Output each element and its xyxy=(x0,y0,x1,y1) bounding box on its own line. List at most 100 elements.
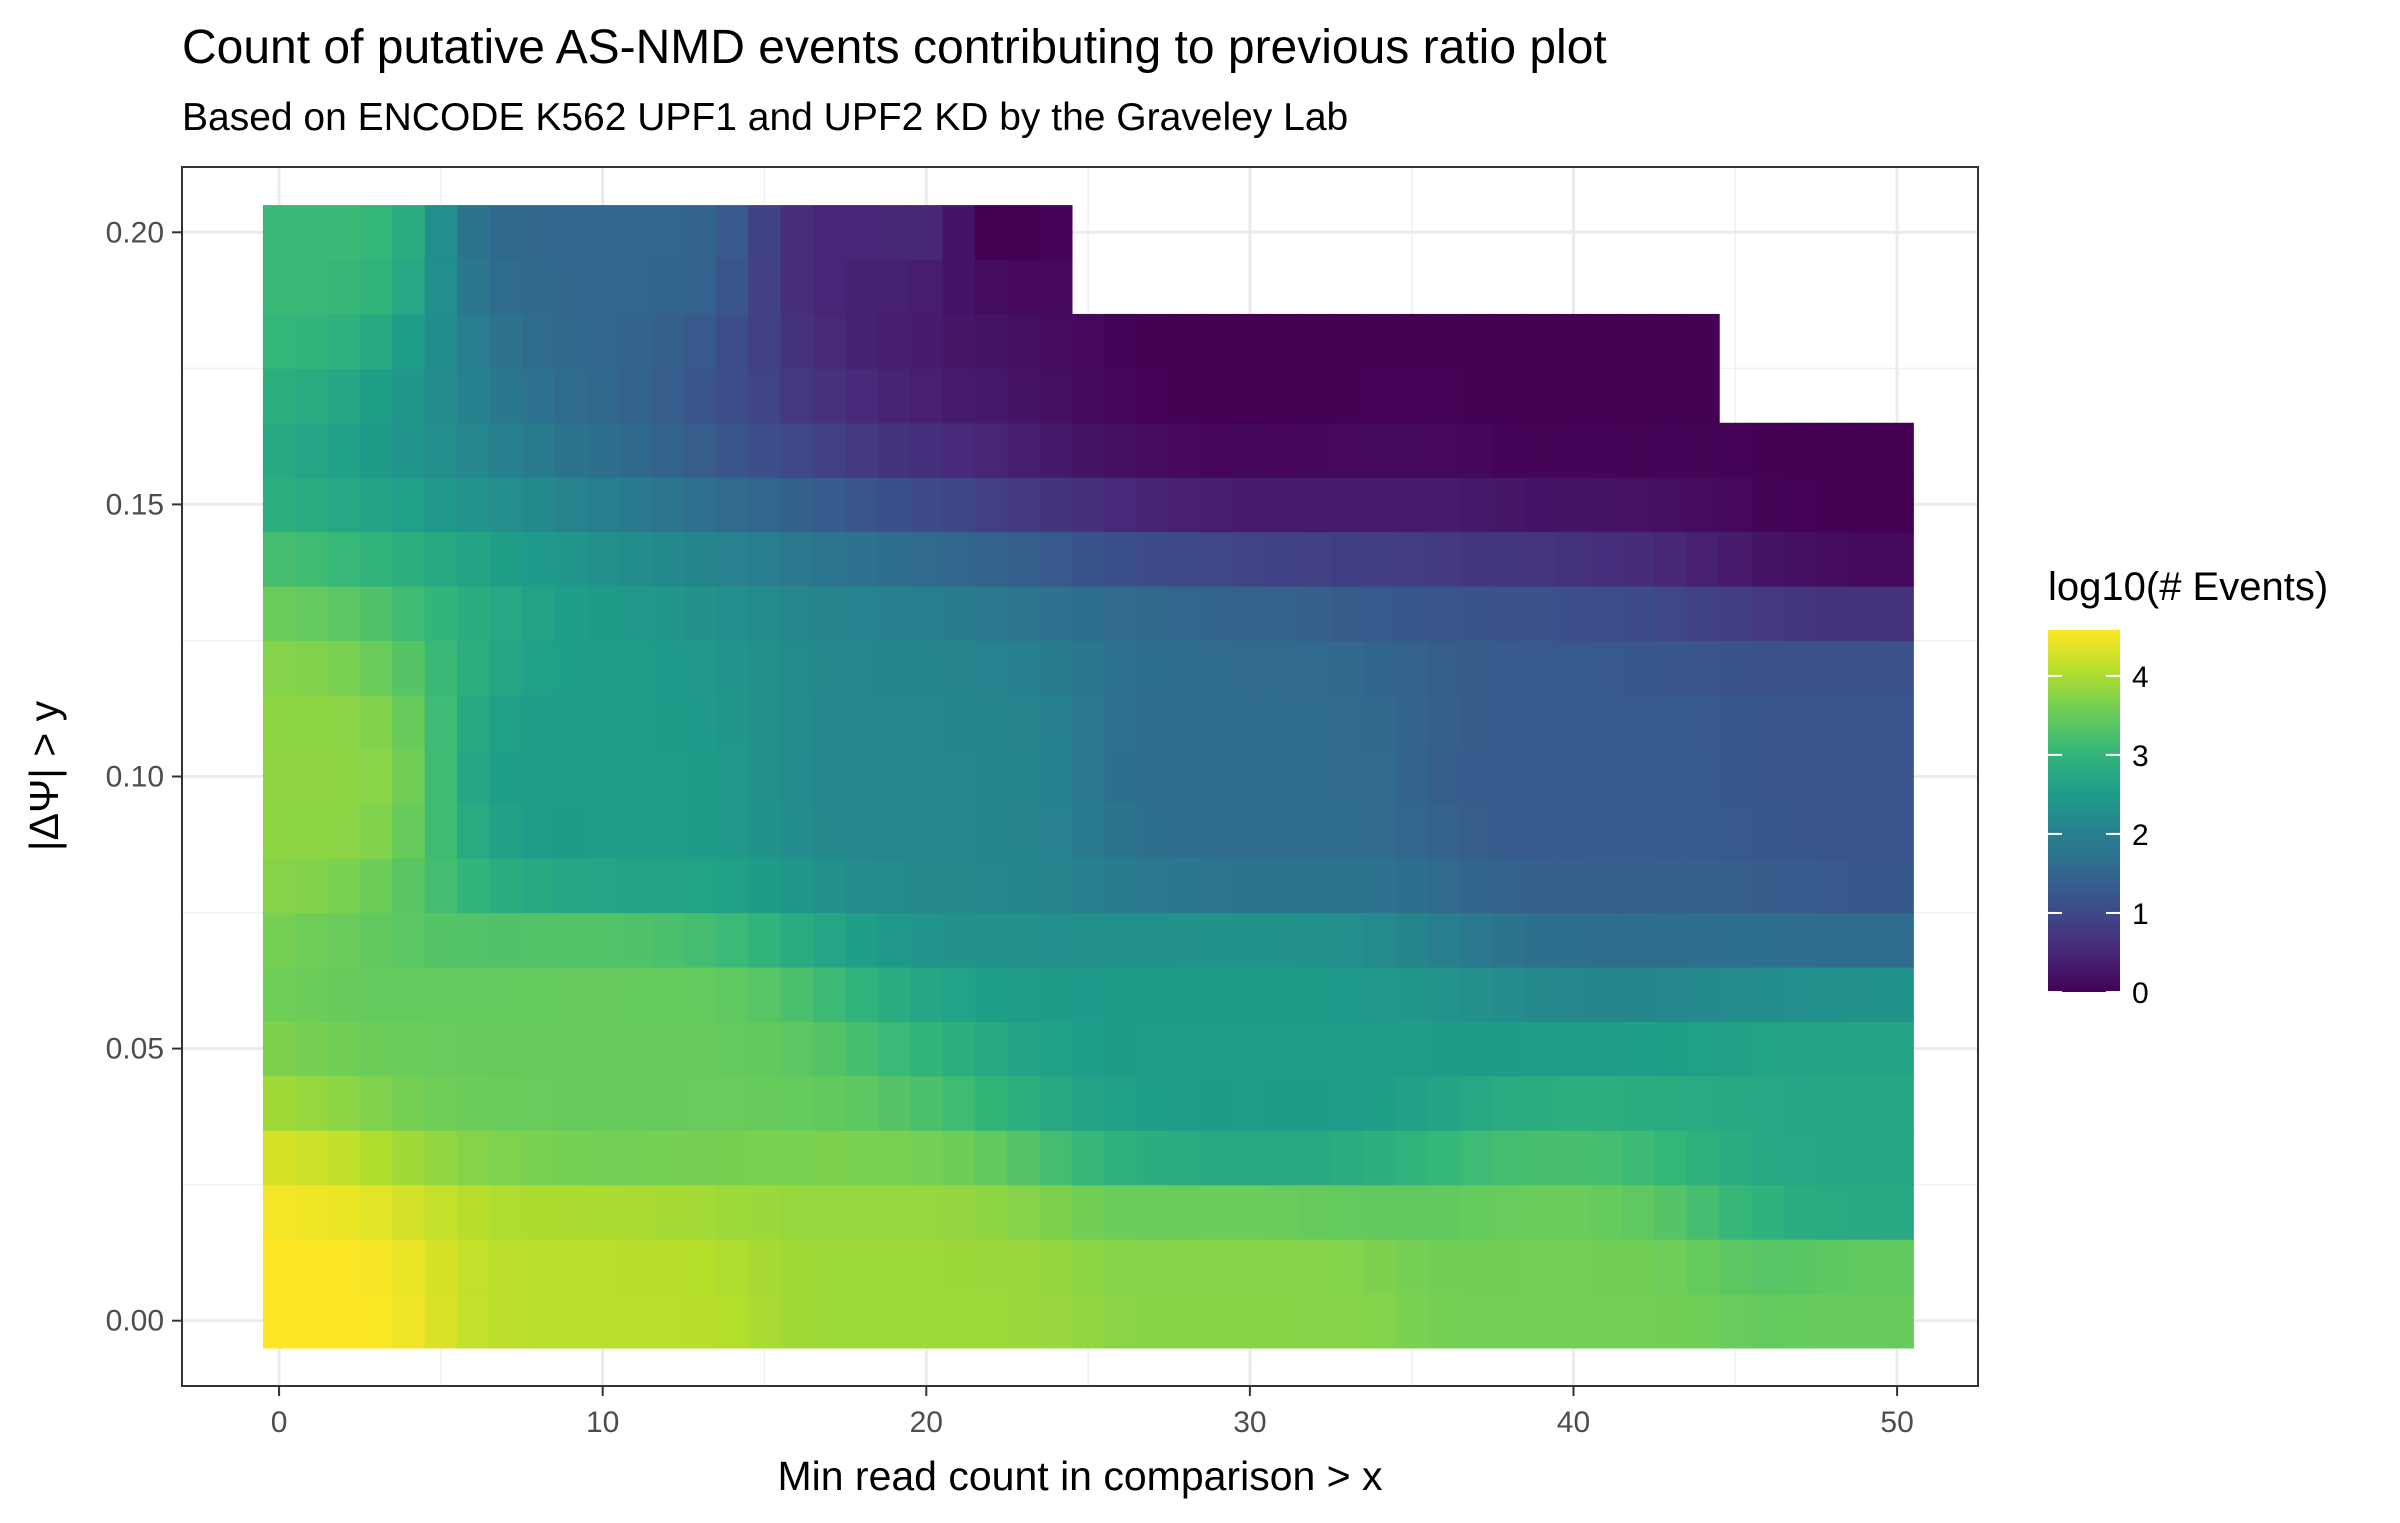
heat-cell xyxy=(1136,803,1170,859)
heat-cell xyxy=(359,259,393,315)
heat-cell xyxy=(1136,858,1170,914)
heat-cell xyxy=(521,749,555,805)
heat-cell xyxy=(1783,640,1817,696)
heat-cell xyxy=(586,422,620,478)
heat-cell xyxy=(877,1184,911,1240)
heat-cell xyxy=(1201,1021,1235,1077)
heat-cell xyxy=(780,1021,814,1077)
heat-cell xyxy=(942,313,976,369)
heat-cell xyxy=(748,1075,782,1131)
heat-cell xyxy=(748,313,782,369)
heat-cell xyxy=(424,640,458,696)
legend-colorbar xyxy=(2048,630,2120,992)
heat-cell xyxy=(1201,586,1235,642)
heat-cell xyxy=(327,1293,361,1349)
heat-cell xyxy=(1654,640,1688,696)
heat-cell xyxy=(877,531,911,587)
heat-cell xyxy=(1589,1021,1623,1077)
heat-cell xyxy=(327,586,361,642)
heat-cell xyxy=(1039,1130,1073,1186)
heat-cell xyxy=(1395,313,1429,369)
heat-cell xyxy=(974,205,1008,261)
heat-cell xyxy=(974,1293,1008,1349)
heat-cell xyxy=(424,531,458,587)
heat-cell xyxy=(780,259,814,315)
heat-cell xyxy=(1848,586,1882,642)
heat-cell xyxy=(1168,1021,1202,1077)
heat-cell xyxy=(262,858,296,914)
heat-cell xyxy=(1007,749,1041,805)
heat-cell xyxy=(554,477,588,533)
heat-cell xyxy=(813,477,846,533)
heat-cell xyxy=(1622,1239,1655,1295)
heat-cell xyxy=(554,694,588,750)
heat-cell xyxy=(780,531,814,587)
heat-cell xyxy=(910,749,944,805)
heat-cell xyxy=(457,259,491,315)
heat-cell xyxy=(1427,858,1461,914)
heat-cell xyxy=(618,259,652,315)
heat-cell xyxy=(780,1239,814,1295)
heat-cell xyxy=(1363,858,1397,914)
heat-cell xyxy=(1168,640,1202,696)
heat-cell xyxy=(1783,1239,1817,1295)
heat-cell xyxy=(748,1293,782,1349)
heat-cell xyxy=(1589,912,1623,968)
heat-cell xyxy=(1622,422,1655,478)
heat-cell xyxy=(1686,858,1720,914)
heat-cell xyxy=(554,368,588,424)
heat-cell xyxy=(521,803,555,859)
heat-cell xyxy=(457,205,491,261)
heat-cell xyxy=(651,803,685,859)
heat-cell xyxy=(359,1075,393,1131)
heat-cell xyxy=(942,422,976,478)
heat-cell xyxy=(813,259,846,315)
heat-cell xyxy=(1848,1130,1882,1186)
heat-cell xyxy=(942,803,976,859)
heat-cell xyxy=(877,1293,911,1349)
heat-cell xyxy=(457,1130,491,1186)
heat-cell xyxy=(327,749,361,805)
heat-cell xyxy=(651,313,685,369)
heat-cell xyxy=(1201,368,1235,424)
heat-cell xyxy=(521,368,555,424)
heat-cell xyxy=(1298,749,1332,805)
heat-cell xyxy=(942,966,976,1022)
heat-cell xyxy=(845,640,879,696)
heat-cell xyxy=(974,1075,1008,1131)
heat-cell xyxy=(554,313,588,369)
heat-cell xyxy=(1622,313,1655,369)
heat-cell xyxy=(845,368,879,424)
heat-cell xyxy=(1201,1239,1235,1295)
heat-cell xyxy=(618,531,652,587)
heat-cell xyxy=(1557,1021,1591,1077)
heat-cell xyxy=(1007,640,1041,696)
heat-cell xyxy=(618,1239,652,1295)
heat-cell xyxy=(457,531,491,587)
heat-cell xyxy=(1201,1075,1235,1131)
heat-cell xyxy=(1007,1293,1041,1349)
heat-cell xyxy=(1880,640,1914,696)
heat-cell xyxy=(910,1184,944,1240)
heat-cell xyxy=(1136,1239,1170,1295)
heat-cell xyxy=(877,912,911,968)
heat-cell xyxy=(327,1021,361,1077)
heat-cell xyxy=(424,422,458,478)
heat-cell xyxy=(651,1293,685,1349)
heat-cell xyxy=(1524,1184,1558,1240)
heat-cell xyxy=(1816,912,1850,968)
heat-cell xyxy=(618,1184,652,1240)
heat-cell xyxy=(942,1130,976,1186)
heat-cell xyxy=(489,531,523,587)
heat-cell xyxy=(1136,531,1170,587)
heat-cell xyxy=(1880,477,1914,533)
heat-cell xyxy=(618,966,652,1022)
heat-cell xyxy=(877,586,911,642)
heat-cell xyxy=(1363,1075,1397,1131)
heat-cell xyxy=(1589,1130,1623,1186)
heat-cell xyxy=(1622,477,1655,533)
heat-cell xyxy=(424,966,458,1022)
heat-cell xyxy=(1654,586,1688,642)
heat-cell xyxy=(974,694,1008,750)
heat-cell xyxy=(715,368,749,424)
